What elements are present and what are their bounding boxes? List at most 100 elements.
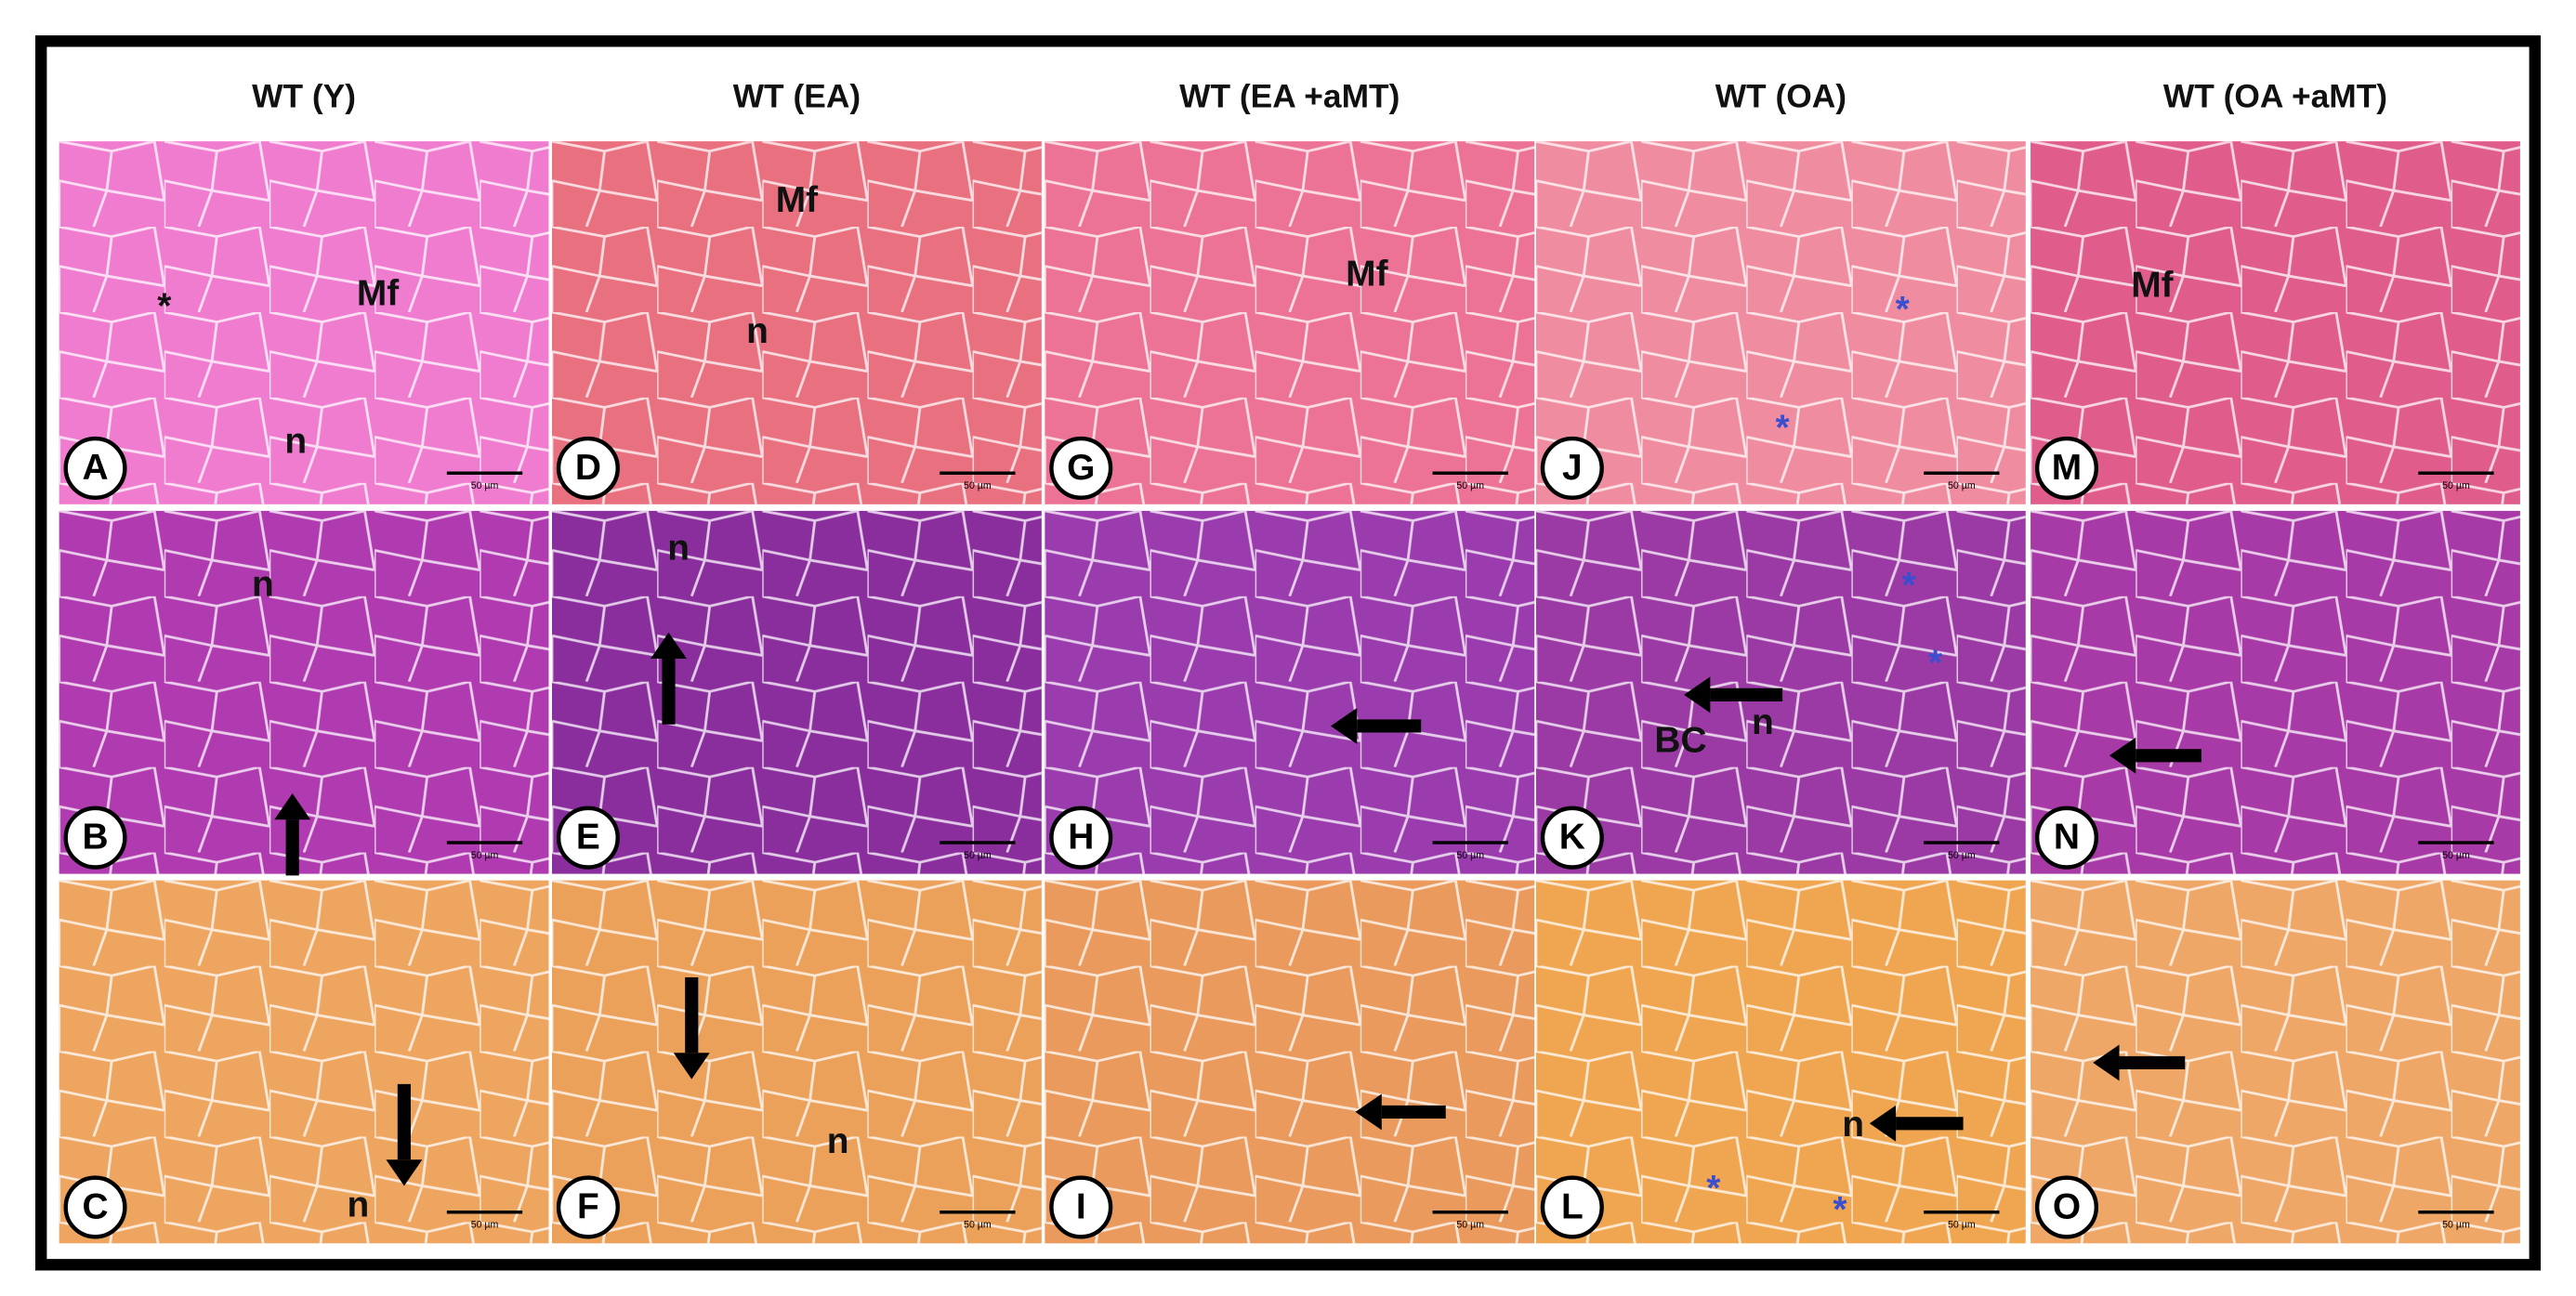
annotation-label: Mf: [1346, 254, 1388, 294]
column-header: WT (OA +aMT): [2163, 78, 2387, 114]
micrograph-panel: n C 50 µm: [59, 880, 549, 1244]
annotation-label: n: [252, 564, 274, 604]
micrograph-panel: Mf M 50 µm: [2031, 141, 2520, 504]
annotation-label: n: [667, 529, 690, 569]
fiber-texture: [1045, 510, 1535, 874]
arrow-head: [1684, 676, 1711, 713]
panel-letter: D: [575, 448, 601, 488]
annotation-label: n: [827, 1121, 849, 1161]
annotation-label: *: [1706, 1169, 1721, 1209]
panel-letter: G: [1067, 448, 1095, 488]
scale-bar-label: 50 µm: [471, 1220, 499, 1231]
fiber-texture: [2031, 141, 2520, 504]
arrow-head: [673, 1053, 710, 1080]
annotation-label: BC: [1654, 720, 1706, 760]
panel-letter-badge: [2034, 1175, 2098, 1239]
arrow-head: [386, 1159, 423, 1186]
annotation-label: Mf: [357, 274, 400, 314]
annotation-label: n: [348, 1185, 370, 1225]
annotation-label: *: [1776, 409, 1791, 449]
panel-letter-badge: [556, 805, 620, 870]
scale-bar-label: 50 µm: [1948, 1220, 1976, 1231]
panel-letter-badge: [2034, 805, 2098, 870]
arrow-head: [651, 632, 687, 659]
micrograph-panel: N 50 µm: [2031, 510, 2520, 874]
scale-bar-label: 50 µm: [471, 850, 499, 861]
panel-letter-badge: [1049, 805, 1113, 870]
scale-bar-label: 50 µm: [1456, 480, 1484, 491]
micrograph-panel: I 50 µm: [1045, 880, 1535, 1244]
panel-letter-badge: [556, 436, 620, 500]
panels: WT (Y) WT (EA) WT (EA +aMT) WT (OA) WT (OA +…: [59, 78, 2520, 1244]
panel-letter: L: [1561, 1186, 1584, 1226]
column-header: WT (Y): [252, 78, 356, 114]
scale-bar-label: 50 µm: [1456, 850, 1484, 861]
micrograph-panel: n F 50 µm: [552, 880, 1042, 1244]
micrograph-panel: Mf n D 50 µm: [552, 141, 1042, 504]
panel-letter: I: [1076, 1186, 1086, 1226]
micrograph-panel: n B 50 µm: [59, 510, 549, 876]
micrograph-panel: O 50 µm: [2031, 880, 2520, 1244]
arrow-head: [1869, 1105, 1897, 1142]
scale-bar-label: 50 µm: [964, 480, 992, 491]
panel-letter: M: [2052, 448, 2082, 488]
scale-bar-label: 50 µm: [471, 480, 499, 491]
panel-letter: E: [576, 818, 600, 857]
panel-letter-badge: [63, 1175, 127, 1239]
annotation-label: n: [746, 311, 769, 351]
annotation-label: *: [1833, 1190, 1847, 1230]
panel-letter: C: [82, 1186, 108, 1226]
annotation-label: n: [1842, 1105, 1864, 1145]
annotation-label: *: [1896, 290, 1911, 330]
panel-letter-badge: [1049, 1175, 1113, 1239]
panel-letter-badge: [63, 436, 127, 500]
micrograph-panel: * Mf n A 50 µm: [59, 141, 549, 504]
panel-letter-badge: [63, 805, 127, 870]
annotation-label: n: [284, 422, 307, 462]
arrow-head: [1355, 1093, 1382, 1131]
scale-bar-label: 50 µm: [2442, 1220, 2470, 1231]
annotation-label: *: [157, 287, 172, 327]
fiber-texture: [59, 141, 549, 504]
panel-letter: O: [2053, 1186, 2081, 1226]
panel-letter: A: [82, 448, 108, 488]
fiber-texture: [59, 880, 549, 1244]
annotation-label: n: [1752, 702, 1774, 742]
panel-letter-badge: [556, 1175, 620, 1239]
annotation-label: Mf: [2131, 266, 2174, 306]
fiber-texture: [2031, 510, 2520, 874]
scale-bar-label: 50 µm: [964, 850, 992, 861]
panel-letter: K: [1559, 818, 1585, 857]
panel-letter-badge: [1049, 436, 1113, 500]
micrograph-panel: BC n * * K 50 µm: [1535, 510, 2026, 874]
micrograph-panel: H 50 µm: [1045, 510, 1535, 874]
scale-bar-label: 50 µm: [964, 1220, 992, 1231]
scale-bar-label: 50 µm: [1948, 850, 1976, 861]
column-header: WT (OA): [1715, 78, 1847, 114]
annotation-label: *: [1928, 643, 1943, 683]
scale-bar-label: 50 µm: [2442, 480, 2470, 491]
arrow-head: [2093, 1044, 2120, 1081]
micrograph-panel: Mf G 50 µm: [1045, 141, 1535, 504]
micrograph-panel: n E 50 µm: [552, 510, 1042, 874]
column-header: WT (EA): [733, 78, 861, 114]
panel-letter-badge: [1540, 805, 1604, 870]
column-header: WT (EA +aMT): [1179, 78, 1400, 114]
fiber-texture: [1045, 880, 1535, 1244]
annotation-label: *: [1902, 566, 1917, 606]
panel-letter: H: [1068, 818, 1094, 857]
arrow-head: [274, 792, 311, 820]
fiber-texture: [1535, 880, 2026, 1244]
micrograph-panel: n * * L 50 µm: [1535, 880, 2026, 1244]
fiber-texture: [552, 141, 1042, 504]
scale-bar-label: 50 µm: [1948, 480, 1976, 491]
annotation-label: Mf: [776, 180, 819, 220]
fiber-texture: [1535, 141, 2026, 504]
arrow-head: [1330, 708, 1358, 744]
scale-bar-label: 50 µm: [1456, 1220, 1484, 1231]
panel-letter-badge: [1540, 1175, 1604, 1239]
panel-letter: B: [82, 818, 108, 857]
panel-letter: F: [577, 1186, 599, 1226]
